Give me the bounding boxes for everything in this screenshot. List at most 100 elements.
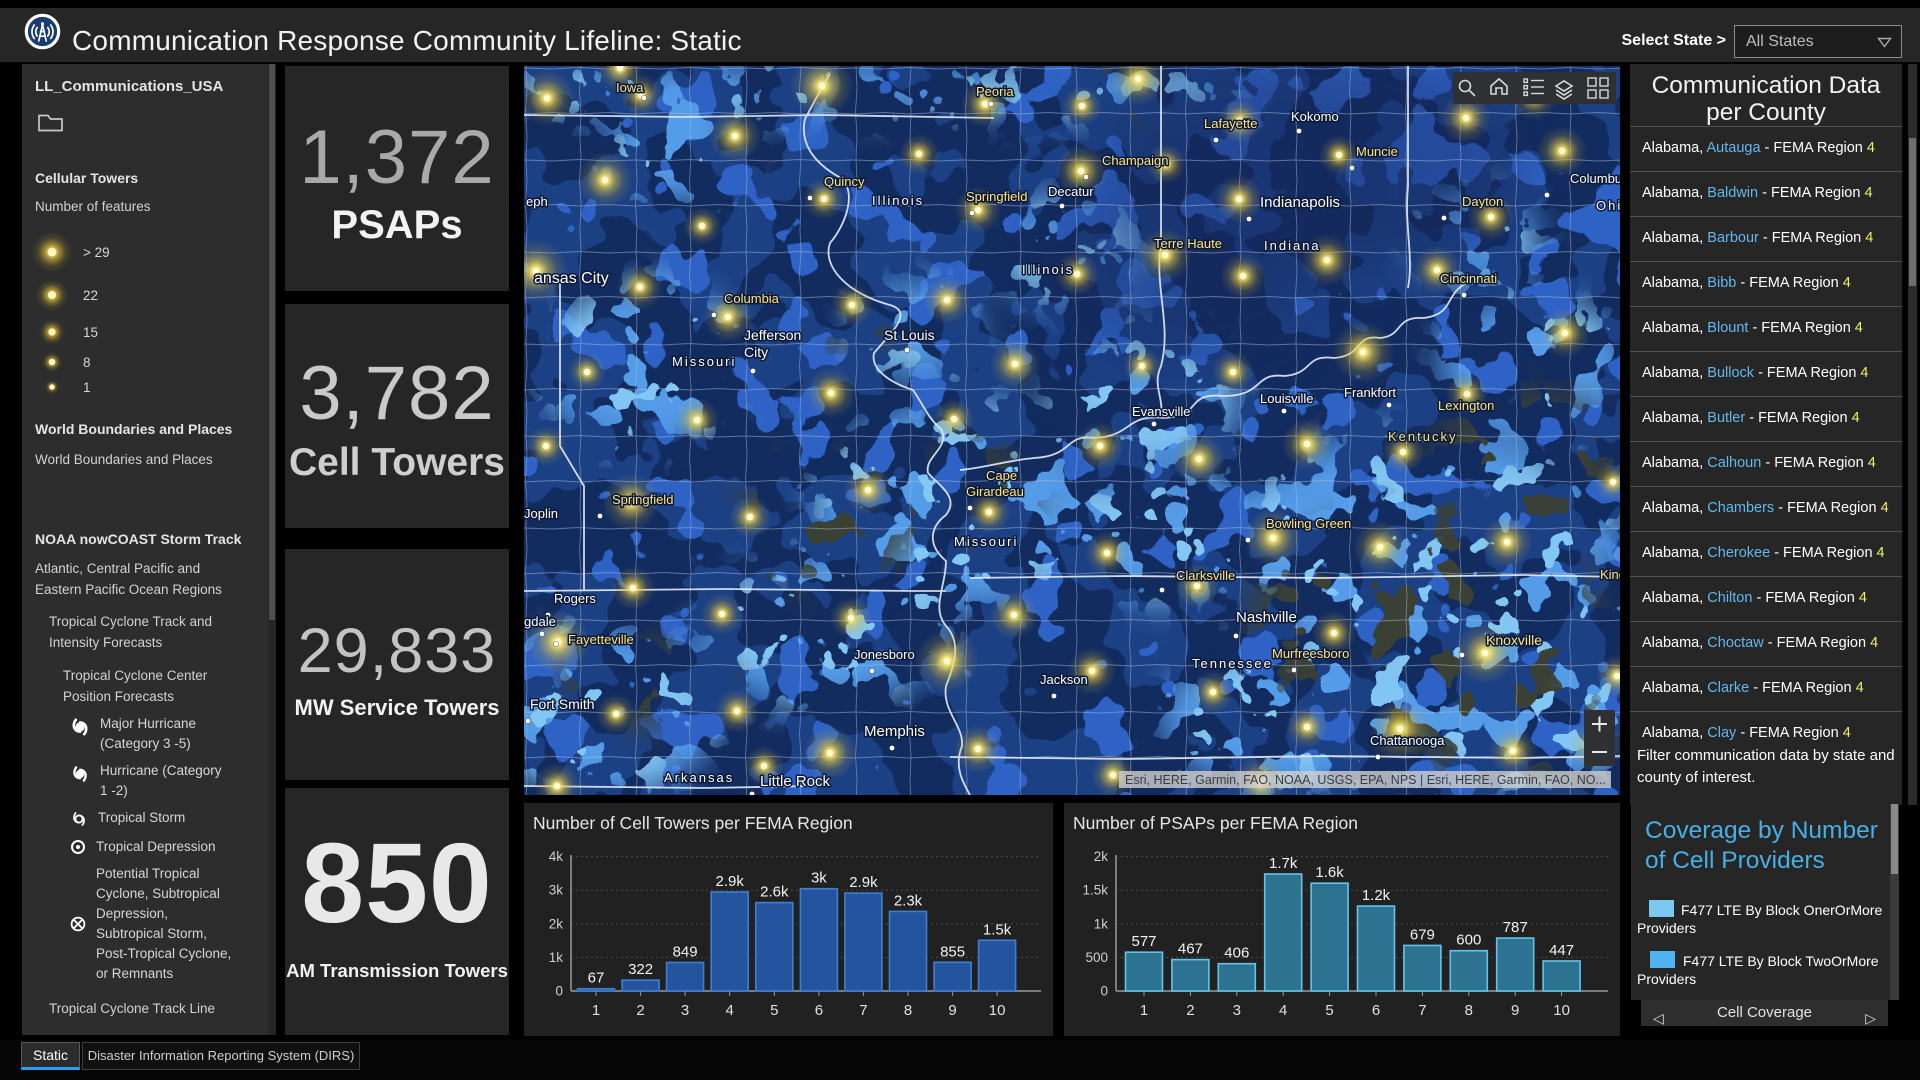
- svg-text:Cincinnati: Cincinnati: [1440, 271, 1497, 286]
- svg-text:1k: 1k: [1094, 916, 1109, 931]
- svg-text:10: 10: [989, 1002, 1006, 1019]
- svg-text:Esri, HERE, Garmin, FAO, NOAA,: Esri, HERE, Garmin, FAO, NOAA, USGS, EPA…: [1125, 773, 1606, 787]
- svg-text:2: 2: [1186, 1002, 1194, 1019]
- svg-text:Frankfort: Frankfort: [1344, 385, 1396, 400]
- svg-text:467: 467: [1178, 941, 1203, 958]
- svg-text:Ohi: Ohi: [1596, 198, 1620, 213]
- svg-text:1: 1: [592, 1002, 600, 1019]
- svg-text:ansas City: ansas City: [534, 270, 609, 287]
- svg-text:679: 679: [1410, 926, 1435, 943]
- svg-text:1: 1: [1140, 1002, 1148, 1019]
- svg-text:3: 3: [681, 1002, 689, 1019]
- svg-text:Girardeau: Girardeau: [966, 484, 1024, 499]
- svg-text:Dayton: Dayton: [1462, 194, 1503, 209]
- svg-text:600: 600: [1456, 932, 1481, 949]
- svg-text:Jonesboro: Jonesboro: [854, 647, 915, 662]
- svg-text:Little Rock: Little Rock: [760, 773, 831, 790]
- svg-text:1.5k: 1.5k: [983, 921, 1012, 938]
- svg-text:6: 6: [815, 1002, 823, 1019]
- svg-text:Chattanooga: Chattanooga: [1370, 733, 1445, 748]
- svg-text:7: 7: [859, 1002, 867, 1019]
- svg-text:10: 10: [1553, 1002, 1570, 1019]
- svg-text:9: 9: [948, 1002, 956, 1019]
- svg-text:2.9k: 2.9k: [716, 873, 745, 890]
- svg-text:1k: 1k: [549, 950, 564, 965]
- svg-text:St Louis: St Louis: [884, 327, 935, 343]
- svg-text:Columbu: Columbu: [1570, 171, 1620, 186]
- svg-text:Nashville: Nashville: [1236, 609, 1297, 626]
- svg-text:406: 406: [1224, 945, 1249, 962]
- svg-text:Jefferson: Jefferson: [744, 327, 801, 343]
- svg-text:Kingsp: Kingsp: [1600, 567, 1620, 582]
- svg-text:3k: 3k: [549, 883, 564, 898]
- svg-text:Arkansas: Arkansas: [664, 770, 734, 785]
- svg-text:8: 8: [1465, 1002, 1473, 1019]
- svg-text:Murfreesboro: Murfreesboro: [1272, 646, 1349, 661]
- svg-text:Peoria: Peoria: [976, 84, 1014, 99]
- svg-text:Champaign: Champaign: [1102, 153, 1169, 168]
- svg-text:Iowa: Iowa: [616, 80, 644, 95]
- svg-text:Terre Haute: Terre Haute: [1154, 236, 1222, 251]
- svg-text:2.6k: 2.6k: [760, 884, 789, 901]
- svg-text:Fort Smith: Fort Smith: [530, 696, 595, 712]
- svg-text:Kokomo: Kokomo: [1291, 109, 1339, 124]
- svg-text:Number of PSAPs per FEMA Regio: Number of PSAPs per FEMA Region: [1073, 813, 1358, 833]
- svg-text:447: 447: [1549, 942, 1574, 959]
- svg-text:67: 67: [588, 970, 605, 987]
- svg-text:Lafayette: Lafayette: [1204, 116, 1258, 131]
- svg-text:1.6k: 1.6k: [1315, 864, 1344, 881]
- svg-text:Tennessee: Tennessee: [1192, 656, 1273, 671]
- svg-text:4: 4: [1279, 1002, 1287, 1019]
- svg-text:1.5k: 1.5k: [1082, 883, 1108, 898]
- svg-text:3k: 3k: [811, 870, 827, 887]
- svg-text:787: 787: [1503, 919, 1528, 936]
- svg-text:Joplin: Joplin: [524, 506, 558, 521]
- svg-text:1.2k: 1.2k: [1362, 887, 1391, 904]
- svg-text:Evansville: Evansville: [1132, 404, 1191, 419]
- svg-text:Springfield: Springfield: [966, 189, 1027, 204]
- svg-text:322: 322: [628, 961, 653, 978]
- svg-text:Fayetteville: Fayetteville: [568, 632, 634, 647]
- svg-text:Indianapolis: Indianapolis: [1260, 194, 1340, 211]
- svg-text:9: 9: [1511, 1002, 1519, 1019]
- svg-text:Indiana: Indiana: [1264, 238, 1321, 253]
- svg-text:gdale: gdale: [524, 614, 556, 629]
- svg-text:Quincy: Quincy: [824, 174, 865, 189]
- svg-text:4k: 4k: [549, 849, 564, 864]
- svg-text:2.3k: 2.3k: [894, 892, 923, 909]
- svg-text:2.9k: 2.9k: [849, 874, 878, 891]
- svg-text:eph: eph: [526, 194, 548, 209]
- svg-text:Jackson: Jackson: [1040, 672, 1088, 687]
- svg-text:City: City: [744, 344, 768, 360]
- svg-text:Illinois: Illinois: [1022, 262, 1074, 277]
- svg-text:Missouri: Missouri: [672, 354, 736, 369]
- svg-text:7: 7: [1418, 1002, 1426, 1019]
- svg-text:0: 0: [555, 984, 563, 999]
- svg-text:Kentucky: Kentucky: [1388, 429, 1457, 444]
- svg-text:577: 577: [1131, 933, 1156, 950]
- svg-text:849: 849: [673, 944, 698, 961]
- svg-text:Number of Cell Towers per FEMA: Number of Cell Towers per FEMA Region: [533, 813, 853, 833]
- svg-text:5: 5: [1325, 1002, 1333, 1019]
- svg-text:8: 8: [904, 1002, 912, 1019]
- svg-text:5: 5: [770, 1002, 778, 1019]
- svg-text:Decatur: Decatur: [1048, 184, 1094, 199]
- svg-text:Rogers: Rogers: [554, 591, 596, 606]
- svg-text:Cape: Cape: [986, 468, 1017, 483]
- svg-text:Illinois: Illinois: [872, 193, 924, 208]
- svg-text:Louisville: Louisville: [1260, 391, 1313, 406]
- svg-text:Missouri: Missouri: [954, 534, 1018, 549]
- svg-text:Muncie: Muncie: [1356, 144, 1398, 159]
- svg-text:Knoxville: Knoxville: [1486, 632, 1542, 648]
- svg-text:2k: 2k: [1094, 849, 1109, 864]
- svg-text:1.7k: 1.7k: [1269, 855, 1298, 872]
- svg-text:Columbia: Columbia: [724, 291, 780, 306]
- svg-text:3: 3: [1233, 1002, 1241, 1019]
- svg-text:500: 500: [1085, 950, 1108, 965]
- svg-text:0: 0: [1100, 984, 1108, 999]
- svg-text:855: 855: [940, 943, 965, 960]
- svg-text:Springfield: Springfield: [612, 492, 673, 507]
- svg-text:2: 2: [636, 1002, 644, 1019]
- svg-text:Bowling Green: Bowling Green: [1266, 516, 1351, 531]
- svg-text:2k: 2k: [549, 916, 564, 931]
